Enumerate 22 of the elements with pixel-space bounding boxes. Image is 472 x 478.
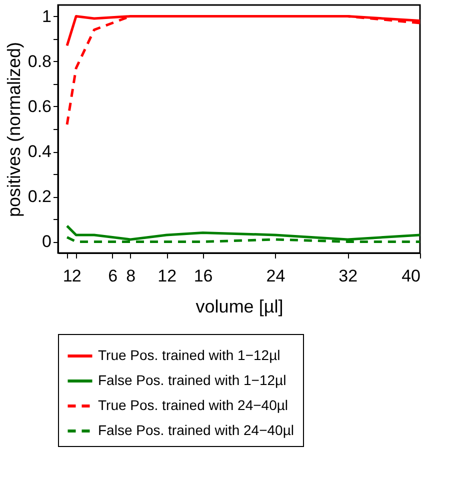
x-tick-label: 24 [266,266,286,286]
y-axis-title: positives (normalized) [4,42,24,218]
y-tick-label: 0.4 [28,142,52,162]
y-tick-label: 0 [42,232,52,252]
x-tick-label: 32 [338,266,358,286]
x-tick-label: 6 [108,266,118,286]
x-tick-label: 16 [194,266,213,286]
x-axis-title: volume [µl] [196,296,284,316]
line-series [66,224,422,241]
x-tick-label: 40 [402,266,420,286]
legend-label: True Pos. trained with 1−12µl [98,347,280,363]
x-tick-label: 8 [126,266,136,286]
y-tick-label: 0.2 [28,187,52,206]
legend-label: False Pos. trained with 24−40µl [98,422,294,438]
legend-label: True Pos. trained with 24−40µl [98,397,288,413]
x-tick-label: 1 [62,266,72,286]
legend-label: False Pos. trained with 1−12µl [98,372,286,388]
y-tick-label: 1 [42,6,52,26]
y-tick-label: 0.8 [28,52,52,71]
x-tick-label: 2 [72,266,82,286]
y-tick-label: 0.6 [28,96,52,116]
x-tick-label: 12 [158,266,177,286]
